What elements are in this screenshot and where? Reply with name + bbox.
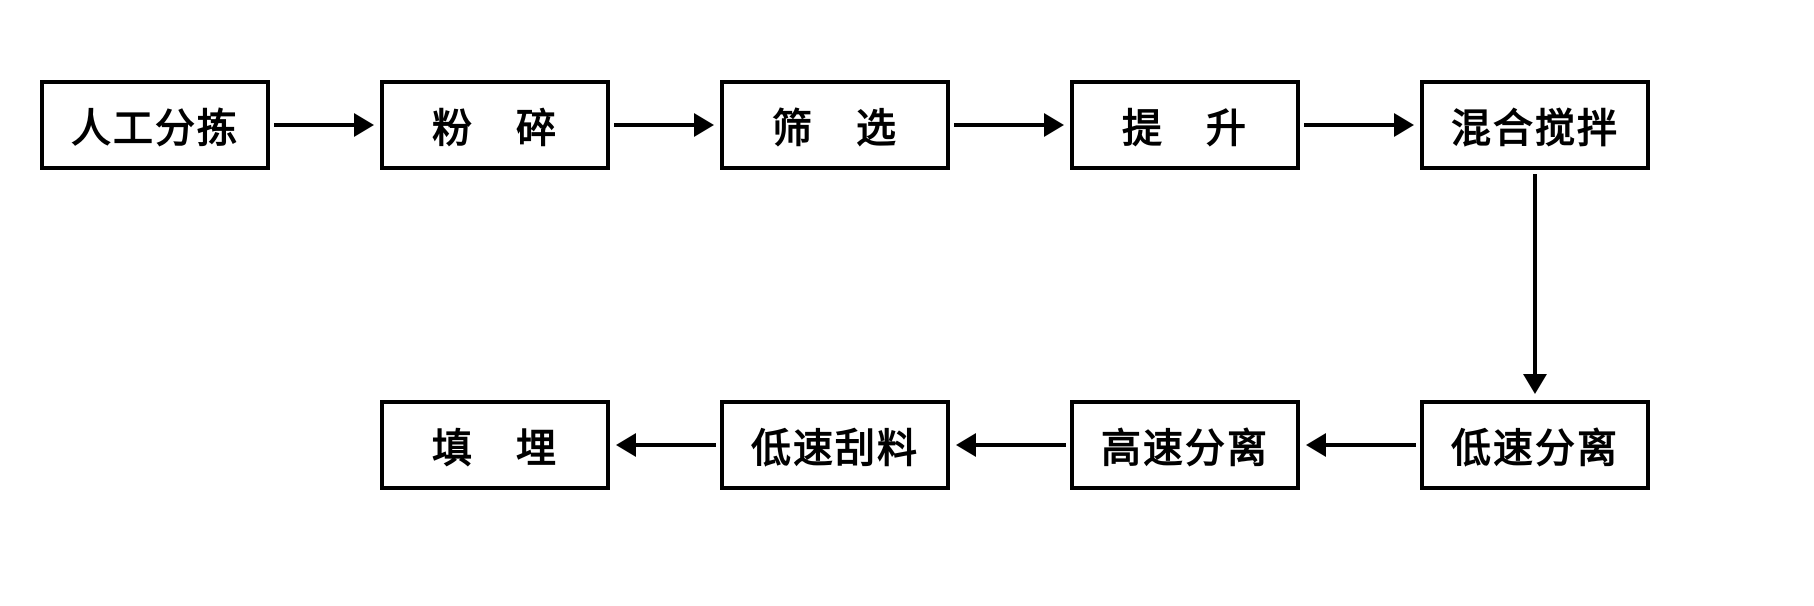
arrow-icon <box>634 443 716 447</box>
node-label: 混合搅拌 <box>1451 96 1619 154</box>
node-lifting: 提 升 <box>1070 80 1300 170</box>
arrow-icon <box>1304 123 1396 127</box>
node-high-speed-separation: 高速分离 <box>1070 400 1300 490</box>
node-landfill: 填 埋 <box>380 400 610 490</box>
node-label: 低速分离 <box>1451 416 1619 474</box>
node-low-speed-scraping: 低速刮料 <box>720 400 950 490</box>
node-manual-sorting: 人工分拣 <box>40 80 270 170</box>
arrow-icon <box>974 443 1066 447</box>
node-low-speed-separation: 低速分离 <box>1420 400 1650 490</box>
arrow-icon <box>274 123 356 127</box>
node-label: 低速刮料 <box>751 416 919 474</box>
node-label: 筛 选 <box>772 96 898 154</box>
arrow-icon <box>614 123 696 127</box>
node-mixing: 混合搅拌 <box>1420 80 1650 170</box>
arrow-icon <box>954 123 1046 127</box>
node-label: 填 埋 <box>432 416 558 474</box>
arrow-icon <box>1533 174 1537 376</box>
node-screening: 筛 选 <box>720 80 950 170</box>
node-label: 提 升 <box>1122 96 1248 154</box>
node-label: 人工分拣 <box>71 96 239 154</box>
arrow-icon <box>1324 443 1416 447</box>
node-label: 高速分离 <box>1101 416 1269 474</box>
node-crushing: 粉 碎 <box>380 80 610 170</box>
node-label: 粉 碎 <box>432 96 558 154</box>
